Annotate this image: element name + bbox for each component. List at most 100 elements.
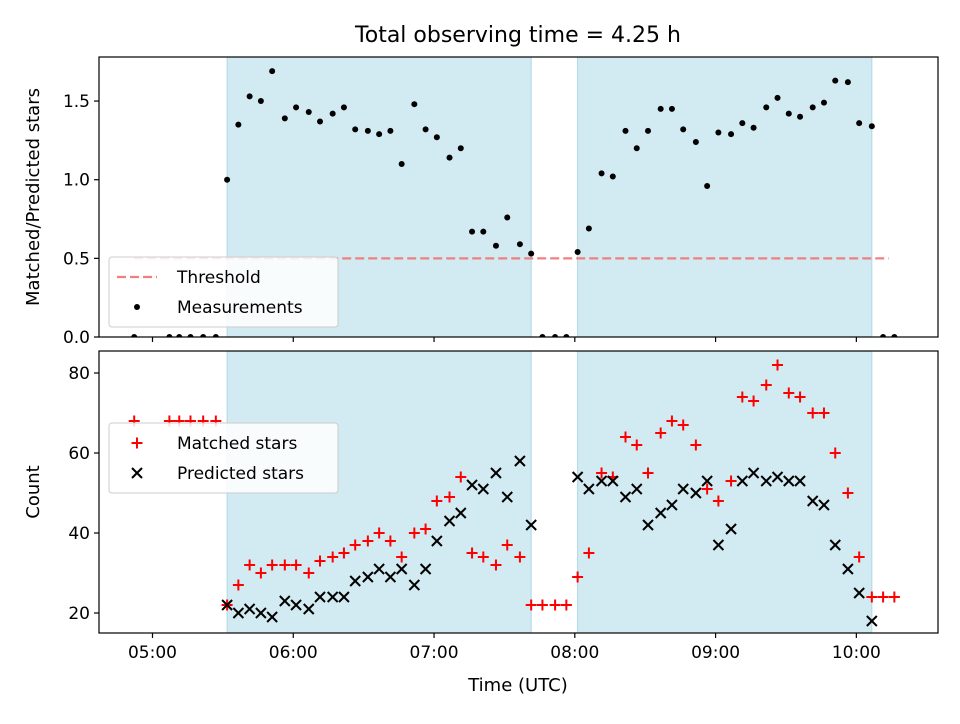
measurement-point [633,145,640,152]
x-mark-b [455,507,467,519]
measurement-point [832,77,839,84]
measurement-point [457,145,464,152]
x-mark-b [701,475,713,487]
matched-star-point [642,467,654,479]
measurement-point [880,334,887,337]
predicted-star-point [666,499,678,511]
predicted-star-point [362,571,374,583]
measurement-point [387,127,394,134]
measurement-point [539,334,546,337]
measurement-point [820,99,827,106]
x-mark-b [818,499,830,511]
predicted-star-point [477,483,490,495]
x-mark-b [255,607,267,619]
x-tick-label: 05:00 [128,643,177,663]
x-mark-b [373,563,385,575]
matched-star-point [783,387,795,399]
predicted-star-point [842,563,854,575]
matched-star-point [525,599,537,611]
predicted-star-point [866,615,878,627]
x-mark-b [384,571,397,583]
y-tick-label: 1.0 [63,171,90,191]
matched-star-point [829,447,841,459]
measurement-point [224,176,231,183]
legend-x-swatch-b [131,467,143,479]
x-mark-b [690,487,702,499]
predicted-star-point [794,475,806,487]
matched-star-point [725,475,737,487]
x-mark-b [514,455,526,467]
matched-star-point [888,591,900,603]
x-tick-label: 09:00 [691,643,740,663]
matched-star-point [818,407,830,419]
matched-star-point [748,395,760,407]
matched-star-point [631,439,643,451]
predicted-star-point [384,571,397,583]
matched-star-point [444,491,456,503]
matched-star-point [736,391,748,403]
predicted-star-point [255,607,267,619]
x-mark-b [221,599,233,611]
x-mark-b [760,475,772,487]
measurement-point [329,110,336,117]
axes: 0.0 0.5 1.0 1.5 20 40 60 80 05:00 06:00 07:00 08:00… [63,56,939,663]
top-y-axis-label: Matched/Predicted stars [23,88,44,306]
predicted-star-point [326,591,339,603]
matched-star-point [701,483,713,495]
predicted-star-point [595,475,608,487]
measurement-point [704,182,711,189]
predicted-star-point [221,599,233,611]
legend-panel-0: Threshold Measurements [108,256,339,328]
x-mark-b [712,539,725,551]
predicted-star-point [677,483,689,495]
measurement-point [246,93,253,100]
matched-star-point [384,535,396,547]
matched-star-point [501,539,513,551]
matched-star-point [655,427,667,439]
measurement-point [257,98,264,105]
predicted-star-point [303,603,315,615]
measurement-point [516,241,523,248]
matched-star-point [666,415,678,427]
x-mark-b [571,471,584,483]
x-mark-b [725,523,737,535]
x-mark-b [866,615,878,627]
matched-star-point [349,539,361,551]
measurement-point [352,126,359,133]
matched-star-point [338,547,350,559]
x-mark-b [677,483,689,495]
bottom-y-axis-label: Count [23,465,44,518]
matched-star-point [279,559,291,571]
matched-star-point [232,579,244,591]
y-tick-label: 80 [68,364,90,384]
y-tick-label: 1.5 [63,92,90,112]
x-mark-b [326,591,339,603]
legend-label: Matched stars [177,434,297,454]
matched-star-point [514,551,526,563]
x-mark-b [525,519,537,531]
matched-star-point [255,567,267,579]
predicted-star-point [642,519,654,531]
x-mark-b [853,587,865,599]
legend-dot-swatch [134,304,140,310]
x-tick-label: 08:00 [550,643,599,663]
measurement-point [574,249,581,256]
predicted-star-point [501,491,513,503]
shaded-interval [577,56,873,338]
measurement-point [692,138,699,145]
matched-star-point [266,559,278,571]
predicted-star-point [490,467,502,479]
x-axis-label: Time (UTC) [467,675,568,696]
predicted-star-point [314,591,326,603]
measurement-point [480,228,487,235]
measurement-point [856,120,863,127]
measurement-point [774,94,781,101]
predicted-star-point [807,495,819,507]
measurement-point [763,104,770,111]
measurement-point [868,123,875,130]
x-mark-b [431,535,443,547]
y-tick-label: 0.5 [63,249,90,269]
matched-star-point [420,523,432,535]
measurement-point [212,334,219,337]
